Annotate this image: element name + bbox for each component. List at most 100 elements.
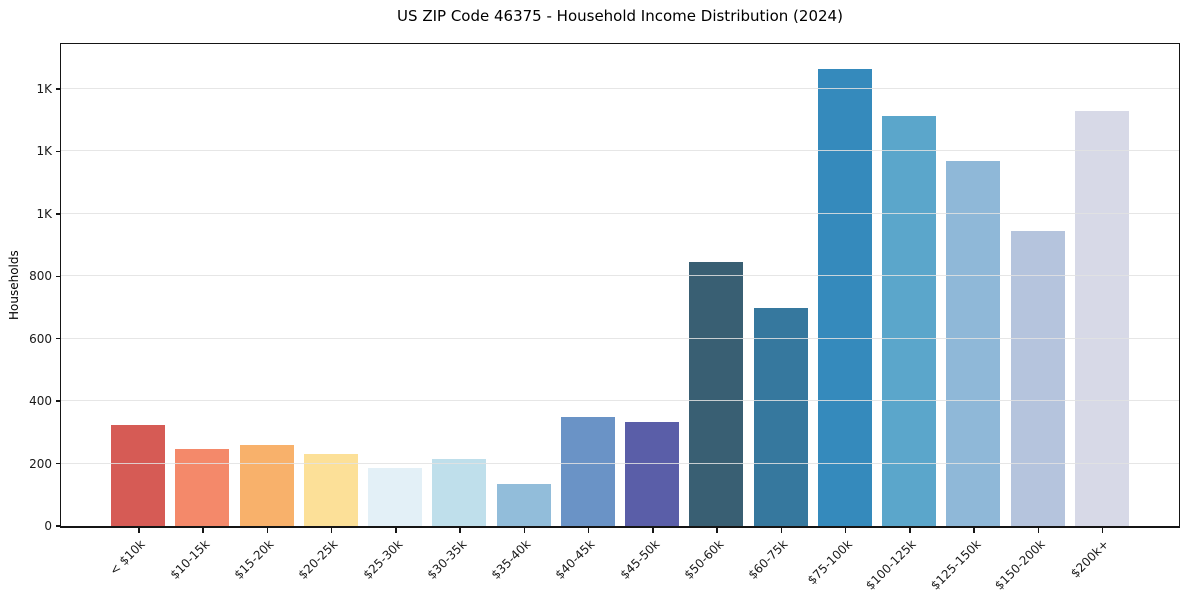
x-tick-mark — [780, 528, 783, 533]
y-tick-label: 1K — [36, 81, 52, 96]
bar-slot: $25-30k — [360, 44, 427, 582]
x-tick-mark — [716, 528, 718, 533]
bar-$150-200k — [1010, 231, 1065, 526]
x-tick-label: $50-60k — [681, 537, 727, 582]
gridline — [61, 462, 1179, 464]
bar-slot: $150-200k — [992, 44, 1070, 590]
bar-slot: $60-75k — [746, 44, 813, 582]
x-tick-label: $200k+ — [1068, 537, 1112, 581]
x-tick-mark — [909, 528, 911, 533]
y-tick-label: 0 — [44, 519, 52, 533]
x-tick-label: $30-35k — [424, 537, 470, 582]
x-tick-label: $35-40k — [488, 537, 534, 582]
gridline — [61, 212, 1179, 214]
y-tick-mark — [56, 88, 61, 90]
x-tick-label: $100-125k — [863, 537, 920, 590]
bar-$125-150k — [946, 160, 1001, 526]
y-tick: 1K — [36, 144, 61, 158]
bar-slot: $20-25k — [296, 44, 363, 582]
x-tick-label: $150-200k — [991, 537, 1048, 590]
bar-$200k+ — [1074, 110, 1129, 526]
x-tick-mark — [973, 528, 975, 533]
y-axis-label: Households — [7, 250, 21, 321]
chart-title: US ZIP Code 46375 - Household Income Dis… — [397, 7, 843, 25]
y-tick: 600 — [29, 332, 61, 346]
bar-$30-35k — [432, 459, 487, 526]
y-tick-label: 400 — [29, 394, 52, 409]
bars-row: < $10k $10-15k $15-20k $20-25k $25-30k $30-35… — [61, 44, 1179, 590]
y-tick: 1K — [36, 82, 61, 96]
y-tick-label: 1K — [36, 206, 52, 221]
x-tick-mark — [459, 528, 461, 533]
y-tick-mark — [56, 462, 61, 465]
gridline — [61, 337, 1179, 339]
gridline — [61, 150, 1179, 152]
y-tick-label: 200 — [29, 456, 52, 471]
y-tick-label: 1K — [36, 144, 52, 159]
x-tick-mark — [587, 528, 590, 533]
gridline — [61, 275, 1179, 277]
gridline — [61, 400, 1179, 402]
y-tick: 0 — [44, 519, 61, 533]
bar-slot: $30-35k — [424, 44, 491, 582]
y-tick: 800 — [29, 269, 61, 283]
y-tick: 1K — [36, 207, 61, 221]
bar-< $10k — [111, 425, 166, 526]
y-tick-mark — [56, 213, 61, 215]
x-tick-mark — [202, 528, 204, 533]
bar-$60-75k — [753, 308, 808, 526]
y-tick-label: 800 — [29, 269, 52, 284]
x-tick-label: $60-75k — [745, 537, 791, 582]
y-tick-label: 600 — [29, 331, 52, 346]
bar-$45-50k — [625, 422, 680, 526]
x-tick-label: $20-25k — [295, 537, 341, 582]
bar-$40-45k — [560, 417, 615, 526]
bar-slot: $35-40k — [489, 44, 556, 582]
x-tick-mark — [844, 528, 847, 533]
x-tick-mark — [330, 528, 333, 533]
x-tick-mark — [138, 528, 140, 533]
bar-slot: $75-100k — [805, 44, 877, 587]
y-tick-mark — [56, 337, 61, 340]
x-tick-label: $10-15k — [167, 537, 213, 582]
x-tick-label: $40-45k — [552, 537, 598, 582]
bar-$50-60k — [689, 261, 744, 526]
y-tick-mark — [56, 400, 61, 402]
bar-slot: $200k+ — [1068, 44, 1134, 581]
bar-slot: $40-45k — [553, 44, 620, 582]
plot-area: < $10k $10-15k $15-20k $20-25k $25-30k $30-35… — [29, 43, 1180, 590]
x-tick-label: $45-50k — [617, 537, 663, 582]
bar-slot: $10-15k — [167, 44, 234, 582]
bar-slot: $45-50k — [617, 44, 684, 582]
y-tick: 200 — [29, 457, 61, 471]
bar-slot: $50-60k — [681, 44, 748, 582]
x-tick-mark — [652, 528, 654, 533]
x-tick-mark — [266, 528, 269, 533]
bar-$20-25k — [303, 454, 358, 526]
bar-slot: $100-125k — [863, 44, 941, 590]
bar-slot: < $10k — [106, 44, 170, 578]
y-tick-mark — [56, 525, 61, 527]
bar-$25-30k — [368, 467, 423, 526]
x-tick-label: < $10k — [107, 537, 149, 578]
x-tick-mark — [1101, 528, 1104, 533]
bar-$15-20k — [239, 445, 294, 526]
y-tick: 400 — [29, 394, 61, 408]
x-tick-label: $125-150k — [927, 537, 984, 590]
gridline — [61, 87, 1179, 89]
x-tick-mark — [395, 528, 397, 533]
bar-$100-125k — [882, 115, 937, 526]
x-tick-mark — [523, 528, 526, 533]
x-tick-label: $15-20k — [231, 537, 277, 582]
y-tick-mark — [56, 275, 61, 278]
x-tick-label: $75-100k — [804, 537, 855, 588]
bar-slot: $15-20k — [232, 44, 299, 582]
bar-$75-100k — [817, 68, 872, 526]
y-tick-mark — [56, 150, 61, 153]
x-tick-label: $25-30k — [360, 537, 406, 582]
bar-$35-40k — [496, 483, 551, 526]
bar-$10-15k — [175, 449, 230, 526]
x-tick-mark — [1037, 528, 1040, 533]
bar-slot: $125-150k — [928, 44, 1005, 590]
